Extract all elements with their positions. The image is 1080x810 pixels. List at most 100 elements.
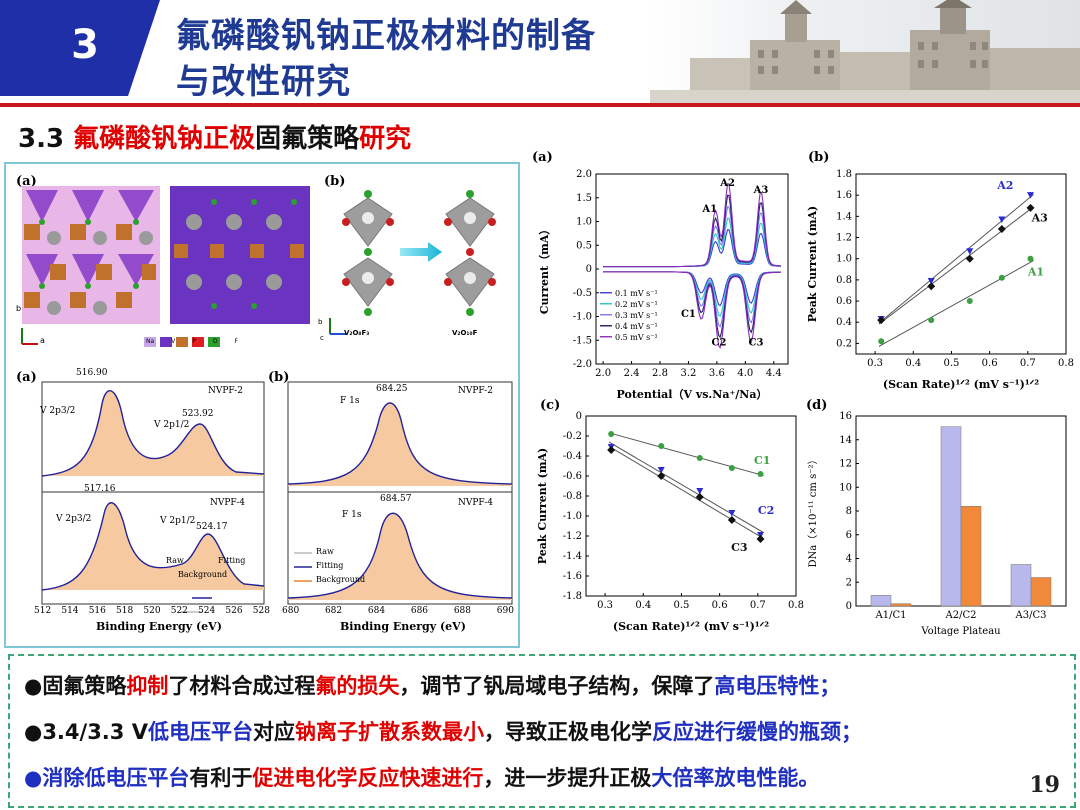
b-point xyxy=(998,216,1006,224)
b-xtick-label: 0.4 xyxy=(905,358,921,369)
v-xtick: 524 xyxy=(198,606,216,616)
d-ytick-label: 4 xyxy=(846,554,852,565)
b-xlabel: (Scan Rate)¹ᐟ² (mV s⁻¹)¹ᐟ² xyxy=(883,378,1039,391)
bullet-segment: 消除低电压平台 xyxy=(42,766,190,790)
xps-f1s-chart xyxy=(287,381,513,605)
d-bar xyxy=(870,595,892,607)
legend-v: V xyxy=(171,338,176,345)
b-point xyxy=(966,248,974,255)
c-plot-frame xyxy=(585,415,797,597)
bullet-segment: 高电压特性； xyxy=(714,674,841,698)
bullet-segment: 反应进行缓慢的瓶颈； xyxy=(651,720,862,744)
f-bottom-f1s: F 1s xyxy=(342,510,362,520)
c-fit-line xyxy=(608,432,764,476)
xps-f-panel-label: (b) xyxy=(268,370,290,385)
d-category-label: A3/C3 xyxy=(1015,610,1047,621)
c-point xyxy=(607,446,616,454)
bullet-segment: ●3.4/3.3 V xyxy=(24,720,148,744)
diffusion-coefficient-bar-chart: 16 14 12 10 8 6 4 2 0 A1/C1 A2/C2 A3/C3 Voltage Plat… xyxy=(807,411,1067,637)
cv-curve-anodic xyxy=(603,183,781,268)
d-ytick-label: 0 xyxy=(846,601,852,612)
d-ytick-label: 8 xyxy=(846,506,852,517)
c-ytick-label: -1.4 xyxy=(563,551,582,562)
section-heading-part1: 氟磷酸钒钠正极 xyxy=(73,124,256,154)
campus-building-illustration xyxy=(650,0,1080,103)
v-xtick: 522 xyxy=(170,606,188,616)
peak-cathodic-panel-label: (c) xyxy=(540,398,561,413)
cv-peak-label: C2 xyxy=(712,338,727,349)
c-ytick-label: -0.2 xyxy=(563,431,582,442)
cv-peak-label: C3 xyxy=(749,338,764,349)
section-heading: 3.3 氟磷酸钒钠正极固氟策略研究 xyxy=(18,118,411,155)
conclusion-box: ●固氟策略抑制了材料合成过程氟的损失，调节了钒局域电子结构，保障了高电压特性； … xyxy=(8,654,1076,808)
cathodic-peak-current-chart: 0.3 0.4 0.5 0.6 0.7 0.8 0 -0.2 -0.4 -0.6 -0.8 -1.0 -… xyxy=(536,411,804,633)
b-ylabel: Peak Current (mA) xyxy=(806,206,819,322)
c-ytick-label: -1.8 xyxy=(563,591,582,602)
v-xticks: 512 514 516 518 520 522 524 526 528 xyxy=(34,606,270,616)
c-fit-line xyxy=(608,445,764,539)
cv-legend-label: 0.5 mV s⁻¹ xyxy=(615,333,658,342)
v-top-sample: NVPF-2 xyxy=(208,386,244,396)
bullet-segment: 有利于 xyxy=(189,766,253,790)
d-ylabel: DNa（×10⁻¹¹ cm s⁻²） xyxy=(807,455,819,568)
b-point xyxy=(1027,255,1034,262)
d-ytick-label: 14 xyxy=(839,435,852,446)
cv-ytick-label: -2.0 xyxy=(573,359,592,370)
bullet-segment: 了材料合成过程 xyxy=(168,674,316,698)
d-ytick-label: 12 xyxy=(839,459,852,470)
b-ytick-label: 1.4 xyxy=(836,211,852,222)
cv-peak-label: A2 xyxy=(719,178,735,189)
b-ytick-label: 0.8 xyxy=(836,275,852,286)
b-xtick-label: 0.6 xyxy=(982,358,998,369)
xps-v-panel-label: (a) xyxy=(16,370,37,385)
bullet-segment: ，导致正极电化学 xyxy=(483,720,652,744)
legend-na: Na xyxy=(146,338,155,345)
b-point xyxy=(997,225,1006,234)
c-ytick-label: -0.8 xyxy=(563,491,582,502)
b-ytick-label: 0.2 xyxy=(836,338,852,349)
cv-xtick-label: 2.8 xyxy=(652,368,668,379)
legend-f: F xyxy=(234,338,238,345)
bullet-segment: 低电压平台 xyxy=(147,720,253,744)
d-ytick-label: 16 xyxy=(839,411,852,422)
bullet-segment: 大倍率放电性能。 xyxy=(651,766,820,790)
f-top-sample: NVPF-2 xyxy=(458,386,494,396)
d-bar xyxy=(1030,577,1052,607)
c-series-label: C2 xyxy=(758,504,774,517)
page-title-line1: 氟磷酸钒钠正极材料的制备 xyxy=(176,16,596,56)
c-fit-line xyxy=(608,441,764,534)
v-legend-fitting: Fitting xyxy=(218,556,246,565)
b-fit-line xyxy=(878,206,1034,325)
c-point xyxy=(756,535,765,543)
f-top-peak: 684.25 xyxy=(376,384,408,394)
cv-ytick-label: 1.0 xyxy=(576,217,592,228)
b-point xyxy=(1026,192,1034,199)
c-xtick-label: 0.3 xyxy=(597,600,613,611)
c-xtick-label: 0.8 xyxy=(788,600,804,611)
cv-xlabel: Potential（V vs.Na⁺/Na） xyxy=(617,388,768,401)
b-ytick-label: 1.6 xyxy=(836,190,852,201)
c-series-label: C3 xyxy=(731,541,747,554)
cv-peak-label: C1 xyxy=(681,309,696,320)
c-ytick-label: 0 xyxy=(576,411,582,422)
c-ytick-label: -1.2 xyxy=(563,531,582,542)
v-bottom-sample: NVPF-4 xyxy=(210,498,246,508)
bullet-segment: ，进一步提升正极 xyxy=(483,766,652,790)
f-legend-raw: Raw xyxy=(316,547,334,556)
c-xlabel: (Scan Rate)¹ᐟ² (mV s⁻¹)¹ᐟ² xyxy=(613,620,769,633)
b-point xyxy=(877,316,886,325)
cv-ytick-label: 1.5 xyxy=(576,193,592,204)
bullet-segment: 抑制 xyxy=(126,674,169,698)
c-point xyxy=(696,488,704,495)
section-number-badge xyxy=(0,0,160,96)
f-xtick: 688 xyxy=(453,606,471,616)
c-ytick-label: -0.6 xyxy=(563,471,582,482)
c-ylabel: Peak Current (mA) xyxy=(536,448,549,564)
f-legend-background: Background xyxy=(316,575,366,584)
octahedra-panel-label-b: (b) xyxy=(324,174,346,189)
octa-axis-b: b xyxy=(318,318,323,326)
d-bar xyxy=(1010,564,1032,607)
f-xtick: 680 xyxy=(282,606,300,616)
c-point xyxy=(657,467,665,474)
cv-xtick-label: 2.0 xyxy=(595,368,611,379)
